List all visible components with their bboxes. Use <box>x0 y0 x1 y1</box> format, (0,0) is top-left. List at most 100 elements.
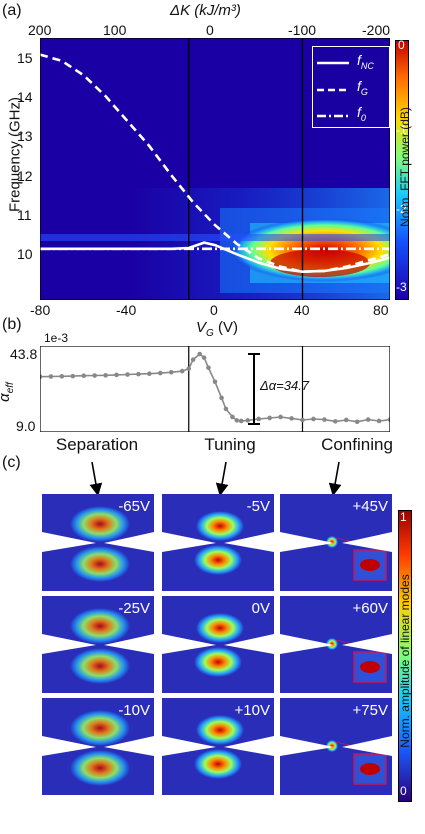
constriction-right <box>342 634 392 654</box>
legend-item-fnc: fNC <box>357 52 374 71</box>
mode-map: -10V <box>42 698 154 795</box>
alpha-point <box>147 371 152 377</box>
alpha-point <box>186 366 192 371</box>
voltage-label: 0V <box>251 600 270 617</box>
alpha-point <box>322 417 327 422</box>
alpha-point <box>230 414 235 420</box>
arrow-separation <box>89 461 103 497</box>
x-axis-label: VG (V) <box>196 319 238 339</box>
constriction-left <box>162 532 216 552</box>
alpha-point <box>234 418 240 423</box>
mode-map-image <box>42 596 154 693</box>
constriction-right <box>104 736 154 756</box>
alpha-plot <box>40 346 390 432</box>
colorbar-tick: -2 <box>396 202 407 216</box>
alpha-point <box>267 415 272 421</box>
mode-map: +75V <box>280 698 392 795</box>
arrow-tuning <box>215 461 229 497</box>
constriction-left <box>280 532 334 552</box>
category-separation: Separation <box>55 435 139 454</box>
y-tick: 11 <box>17 207 32 223</box>
curve-fg <box>40 53 390 274</box>
colorbar-tick: 0 <box>398 38 405 52</box>
voltage-label: +45V <box>352 498 388 515</box>
legend-item-f0: f0 <box>357 104 366 123</box>
voltage-label: -25V <box>118 600 150 617</box>
voltage-label: +10V <box>234 702 270 719</box>
alpha-point <box>114 372 119 378</box>
heatmap-core <box>270 249 370 277</box>
mode-map-image <box>42 494 154 591</box>
alpha-point <box>136 371 141 377</box>
heatmap-f0-stripe <box>40 234 390 241</box>
alpha-point <box>168 370 174 375</box>
panel-a-label: (a) <box>2 2 22 19</box>
voltage-label: -5V <box>246 498 270 515</box>
category-confining: Confining <box>321 435 393 454</box>
constriction-right <box>342 532 392 552</box>
alpha-tick-top: 43.8 <box>10 346 38 362</box>
alpha-point <box>201 355 207 360</box>
legend-item-fg: fG <box>357 78 368 97</box>
alpha-point <box>333 419 338 424</box>
colorbar-c-top: 1 <box>400 510 407 524</box>
alpha-point <box>219 395 224 401</box>
alpha-point <box>354 419 360 425</box>
arrow-confining <box>328 461 342 497</box>
legend-line-samples <box>317 61 349 118</box>
y-axis-label: Frequency (GHz) <box>6 96 24 213</box>
x-tick: 80 <box>373 302 389 318</box>
alpha-point <box>197 351 202 357</box>
constriction-right <box>224 736 274 756</box>
voltage-label: -10V <box>118 702 150 719</box>
mode-map-image <box>280 596 392 693</box>
constriction-left <box>42 634 96 654</box>
mode-map: -5V <box>162 494 274 591</box>
x-tick: 0 <box>210 302 218 318</box>
alpha-point <box>206 365 211 370</box>
alpha-point <box>92 373 97 378</box>
alpha-point <box>179 368 185 374</box>
voltage-label: +60V <box>352 600 388 617</box>
delta-alpha-label: Δα=34.7 <box>260 378 310 393</box>
alpha-point <box>48 374 54 379</box>
top-tick: -200 <box>362 22 391 38</box>
y-tick: 10 <box>17 246 33 262</box>
mode-map-image <box>162 698 274 795</box>
y-tick: 13 <box>17 128 33 144</box>
panel-c-label: (c) <box>2 454 21 471</box>
colorbar <box>395 40 409 300</box>
constriction-left <box>42 736 96 756</box>
constriction-left <box>280 634 334 654</box>
colorbar-c <box>398 510 412 802</box>
alpha-point <box>212 379 218 385</box>
alpha-axis-label: αeff <box>0 382 16 402</box>
heatmap-plot <box>40 38 390 300</box>
top-tick: 100 <box>103 22 127 38</box>
alpha-point <box>238 418 244 424</box>
constriction-right <box>104 532 154 552</box>
alpha-point <box>125 372 130 377</box>
constriction-right <box>104 634 154 654</box>
mode-map-image <box>42 698 154 795</box>
alpha-tick-bottom: 9.0 <box>16 418 36 434</box>
mode-map-image <box>162 494 274 591</box>
panel-a-curves <box>40 53 390 274</box>
alpha-point <box>343 417 349 423</box>
mode-map-image <box>280 698 392 795</box>
alpha-point <box>289 416 294 421</box>
panel-b-label: (b) <box>2 316 22 333</box>
alpha-point <box>190 357 196 362</box>
alpha-point <box>256 416 262 422</box>
alpha-point <box>223 406 229 412</box>
panel-a-vertical-lines <box>188 38 304 300</box>
mode-map-image <box>280 494 392 591</box>
top-tick: 0 <box>206 22 214 38</box>
constriction-left <box>162 634 216 654</box>
voltage-label: -65V <box>118 498 150 515</box>
legend-box: fNC fG f0 <box>312 46 390 128</box>
alpha-point <box>103 373 108 378</box>
colorbar-c-bottom: 0 <box>400 784 407 798</box>
voltage-label: +75V <box>352 702 388 719</box>
mode-map: +45V <box>280 494 392 591</box>
